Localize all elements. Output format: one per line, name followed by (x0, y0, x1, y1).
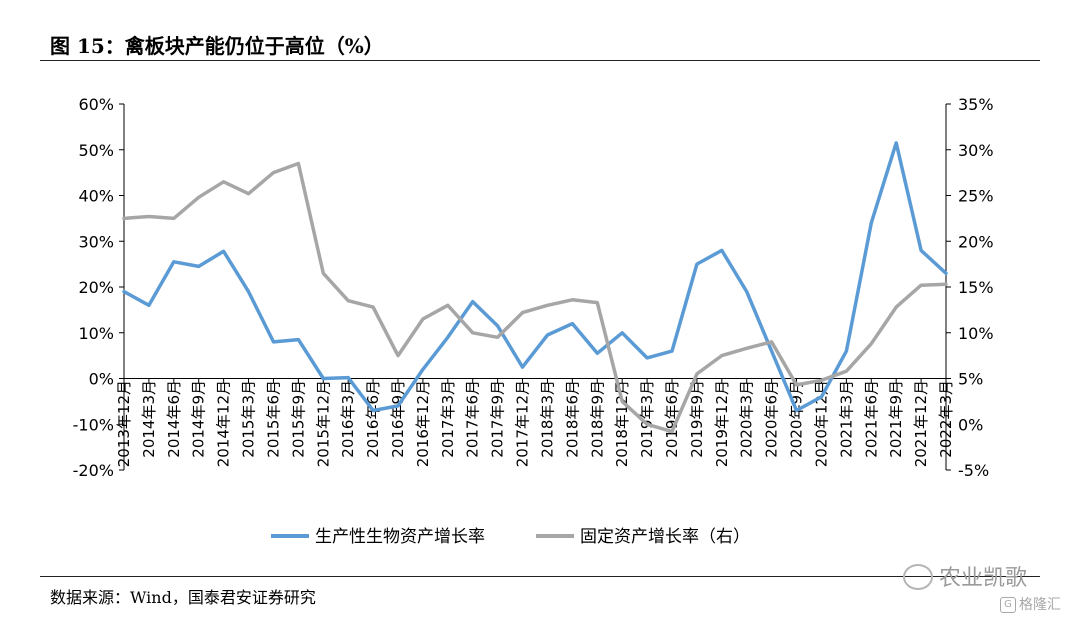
x-tick-label: 2015年9月 (289, 380, 307, 458)
footer-divider (40, 576, 1040, 577)
x-tick-label: 2018年12月 (613, 380, 631, 467)
x-tick-label: 2020年3月 (738, 380, 756, 458)
left-tick-label: 0% (89, 370, 114, 389)
left-tick-label: 60% (78, 95, 114, 114)
x-tick-label: 2019年9月 (688, 380, 706, 458)
left-tick-label: 50% (78, 141, 114, 160)
chart-title: 图 15：禽板块产能仍位于高位（%） (50, 34, 384, 58)
x-tick-label: 2022年3月 (937, 380, 955, 458)
legend-label: 生产性生物资产增长率 (315, 527, 485, 547)
right-tick-label: 30% (958, 141, 994, 160)
x-tick-label: 2020年6月 (763, 380, 781, 458)
x-tick-label: 2017年3月 (439, 380, 457, 458)
x-tick-label: 2019年12月 (713, 380, 731, 467)
axes: -20% -10% 0% 10% 20% 30% 40% 50% 60% -5% 0% 5% 10% 15… (73, 95, 994, 480)
left-tick-label: 20% (78, 278, 114, 297)
x-tick-label: 2017年12月 (514, 380, 532, 467)
right-tick-label: 0% (958, 415, 983, 434)
x-tick-label: 2021年9月 (887, 380, 905, 458)
x-tick-label: 2017年6月 (464, 380, 482, 458)
right-tick-label: 15% (958, 278, 994, 297)
right-tick-label: -5% (958, 461, 989, 480)
x-tick-label: 2015年12月 (314, 380, 332, 467)
right-tick-label: 25% (958, 187, 994, 206)
data-source: 数据来源：Wind，国泰君安证券研究 (50, 588, 316, 607)
x-tick-label: 2021年6月 (862, 380, 880, 458)
x-tick-label: 2016年6月 (364, 380, 382, 458)
x-tick-label: 2021年12月 (912, 380, 930, 467)
x-tick-label: 2018年3月 (538, 380, 556, 458)
x-tick-label: 2013年12月 (115, 380, 133, 467)
left-tick-label: -10% (73, 415, 114, 434)
watermark-main-text: 农业凯歌 (939, 566, 1028, 591)
left-tick-label: 10% (78, 324, 114, 343)
x-tick-label: 2018年6月 (563, 380, 581, 458)
x-tick-label: 2016年3月 (339, 380, 357, 458)
left-tick-label: 40% (78, 187, 114, 206)
title-divider (40, 60, 1040, 61)
legend: 生产性生物资产增长率 固定资产增长率（右） (271, 527, 750, 547)
x-tick-label: 2014年6月 (165, 380, 183, 458)
x-tick-label: 2015年3月 (240, 380, 258, 458)
x-tick-label: 2019年6月 (663, 380, 681, 458)
watermark-sub-text: 格隆汇 (1019, 597, 1061, 613)
x-tick-label: 2016年9月 (389, 380, 407, 458)
legend-label: 固定资产增长率（右） (580, 527, 750, 547)
x-tick-label: 2019年3月 (638, 380, 656, 458)
series-line-1 (122, 141, 948, 413)
left-tick-label: 30% (78, 232, 114, 251)
watermark-main: 农业凯歌 (903, 560, 1027, 592)
right-tick-label: 5% (958, 370, 983, 389)
series-line-2 (122, 161, 948, 434)
x-tick-label: 2014年12月 (215, 380, 233, 467)
right-tick-label: 20% (958, 232, 994, 251)
watermark-sub: G 格隆汇 (1000, 594, 1061, 614)
wechat-icon (903, 564, 933, 590)
x-tick-label: 2014年3月 (140, 380, 158, 458)
right-tick-label: 35% (958, 95, 994, 114)
x-tick-label: 2015年6月 (264, 380, 282, 458)
x-tick-label: 2017年9月 (489, 380, 507, 458)
x-tick-label: 2016年12月 (414, 380, 432, 467)
right-tick-label: 10% (958, 324, 994, 343)
x-tick-label: 2020年12月 (812, 380, 830, 467)
x-tick-label: 2018年9月 (588, 380, 606, 458)
x-tick-label: 2021年3月 (837, 380, 855, 458)
series-layer (122, 141, 948, 434)
left-tick-label: -20% (73, 461, 114, 480)
gelonghui-logo-icon: G (1000, 597, 1016, 613)
x-tick-label: 2014年9月 (190, 380, 208, 458)
